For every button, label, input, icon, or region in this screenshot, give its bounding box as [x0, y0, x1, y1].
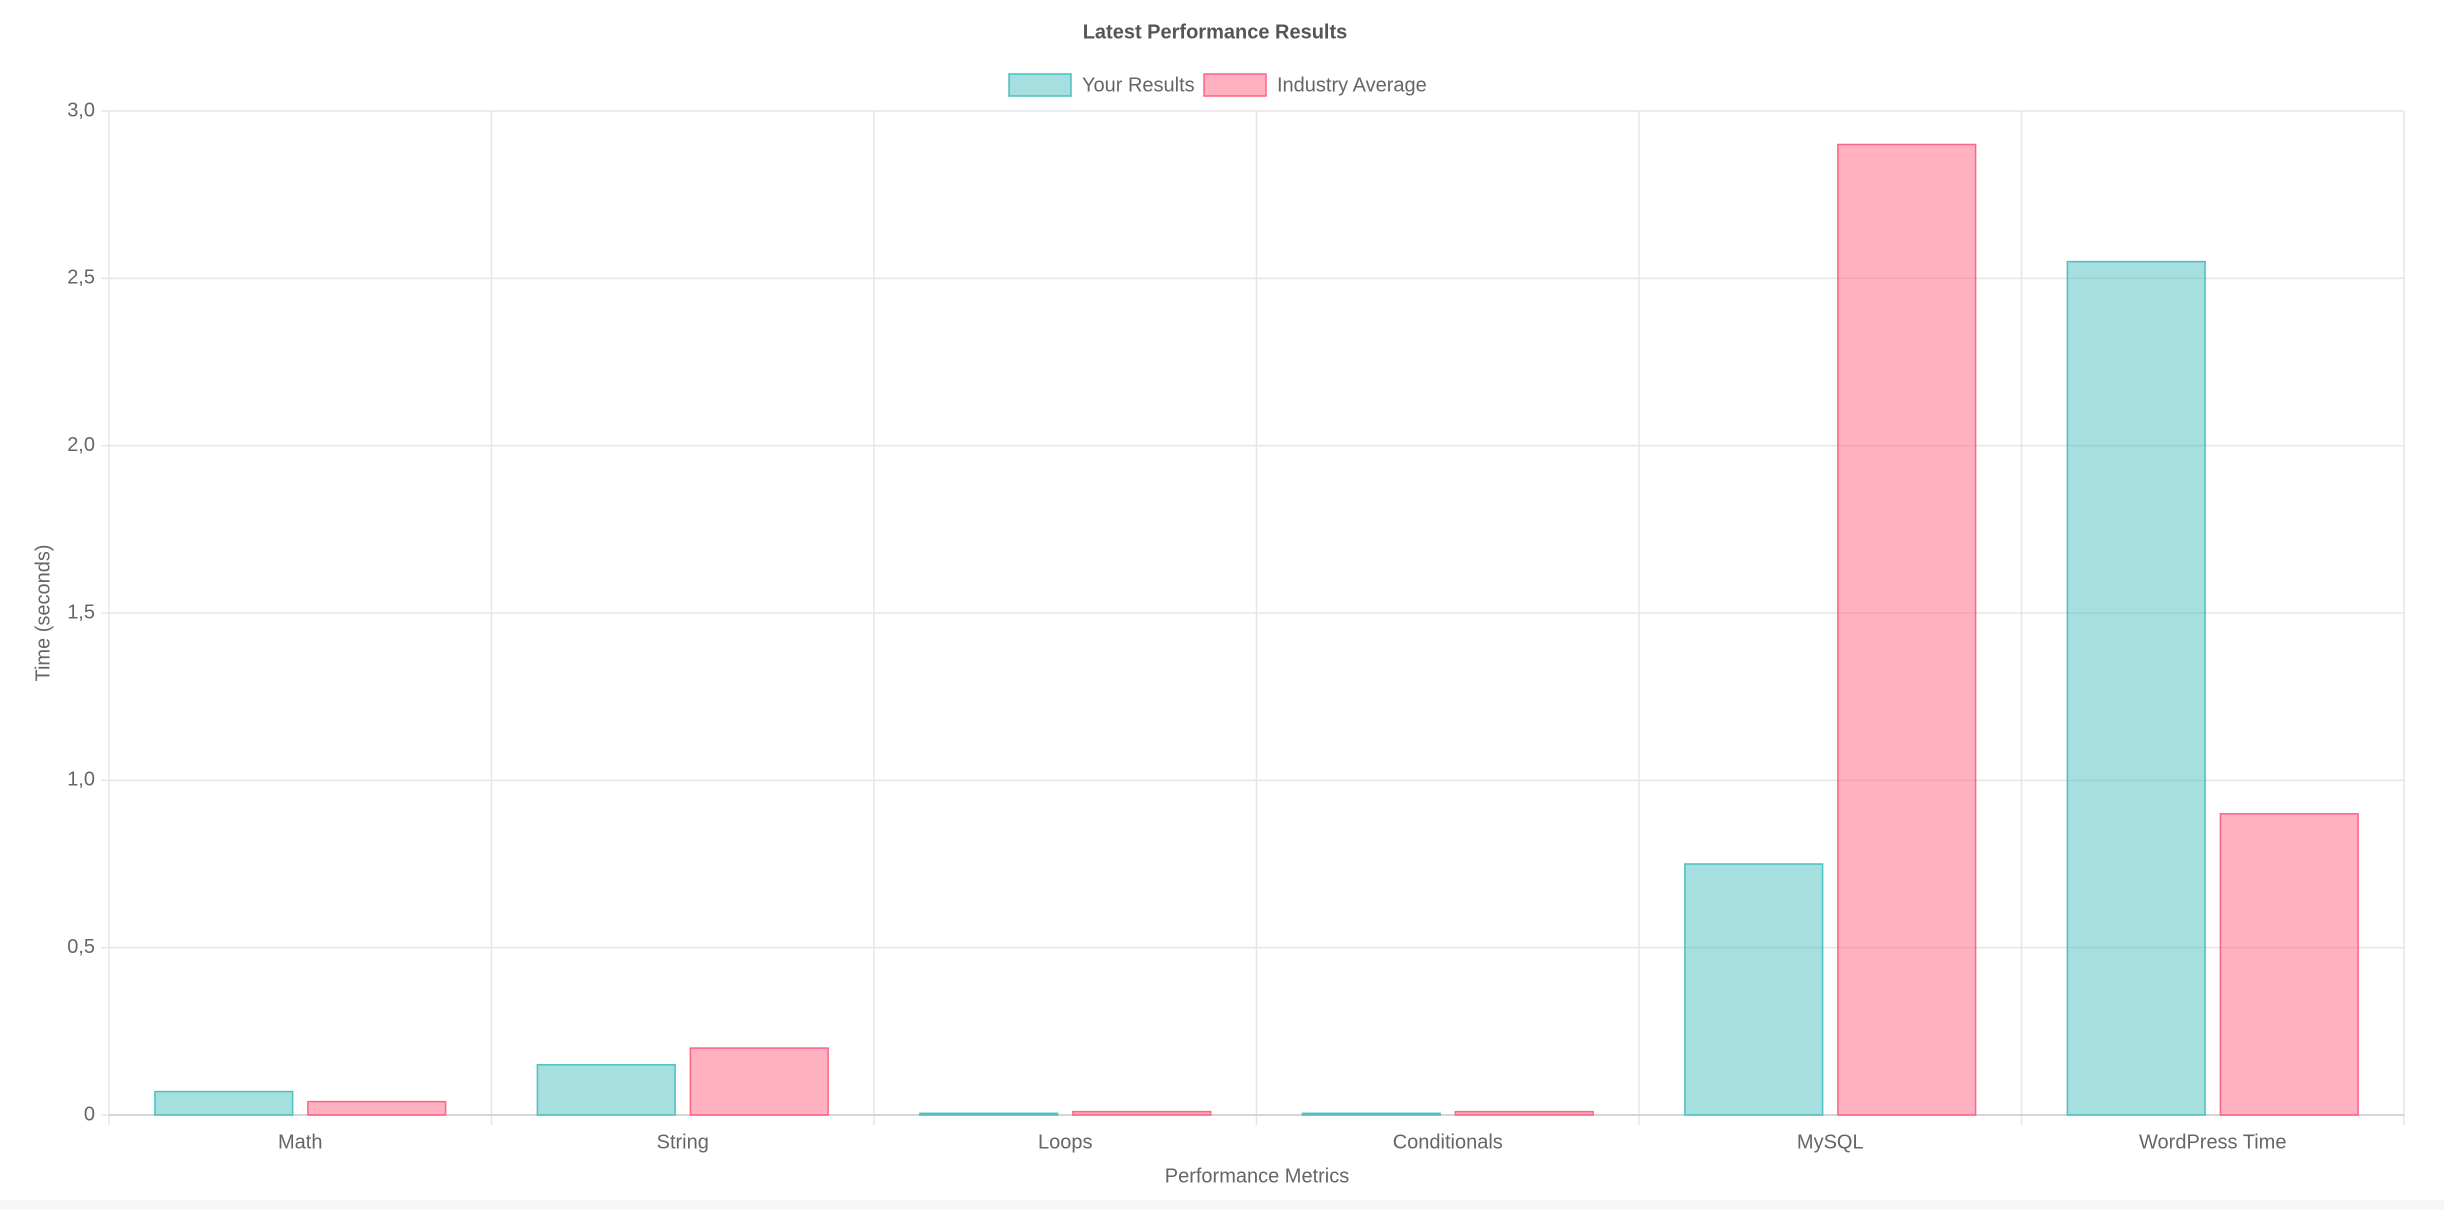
y-tick-label: 1,0 [67, 769, 95, 791]
bar [1837, 143, 1977, 1116]
y-tick-label: 3,0 [67, 99, 95, 121]
y-tick-label: 2,0 [67, 434, 95, 456]
x-tick-label: String [657, 1131, 709, 1153]
y-tick-label: 2,5 [67, 267, 95, 289]
x-tick-label: MySQL [1797, 1131, 1864, 1153]
bar [2066, 260, 2206, 1116]
footer-band [0, 1200, 2444, 1210]
bar [1454, 1110, 1594, 1116]
bar [1684, 863, 1824, 1116]
bar [1072, 1110, 1212, 1116]
bar [2219, 813, 2359, 1116]
bar [1301, 1112, 1441, 1116]
x-tick-label: Conditionals [1393, 1131, 1503, 1153]
x-tick-label: Math [278, 1131, 322, 1153]
bar [919, 1112, 1059, 1116]
x-axis-title: Performance Metrics [1165, 1165, 1350, 1187]
x-tick-label: WordPress Time [2139, 1131, 2286, 1153]
y-axis-title: Time (seconds) [32, 544, 54, 681]
y-tick-label: 0 [84, 1103, 95, 1125]
bar [536, 1064, 676, 1116]
legend-swatch [1008, 73, 1072, 97]
y-tick-label: 1,5 [67, 601, 95, 623]
legend-label: Your Results [1082, 74, 1195, 96]
bar [307, 1100, 447, 1116]
legend-swatch [1203, 73, 1267, 97]
chart-title: Latest Performance Results [1083, 21, 1348, 43]
bar [689, 1047, 829, 1116]
bar [154, 1090, 294, 1116]
x-tick-label: Loops [1038, 1131, 1093, 1153]
y-tick-label: 0,5 [67, 936, 95, 958]
legend-label: Industry Average [1277, 74, 1427, 96]
